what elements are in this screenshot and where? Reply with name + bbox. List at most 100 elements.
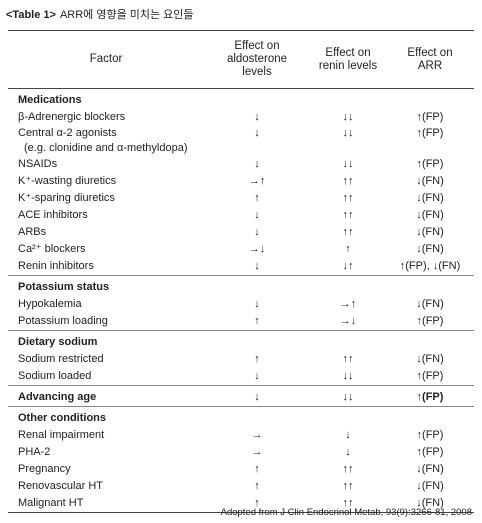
effect-cell: →	[251, 429, 263, 441]
effect-cell: ↓(FN)	[416, 192, 444, 204]
section-row: Dietary sodium	[8, 330, 474, 351]
empty-cell	[386, 330, 474, 351]
effect-cell: ↓(FN)	[416, 353, 444, 365]
section-name: Medications	[18, 94, 82, 106]
effect-cell: ↑	[254, 353, 260, 365]
empty-cell	[386, 89, 474, 110]
factor: Sodium loaded	[18, 370, 92, 382]
section-name: Potassium status	[8, 275, 204, 296]
effect-cell: →↓	[339, 315, 357, 327]
effect-cell: ↑	[204, 495, 310, 513]
factor-row: ARBs ↓ ↑↑ ↓(FN)	[8, 224, 474, 241]
empty-cell	[204, 89, 310, 110]
effect-cell: ↓	[204, 385, 310, 407]
factor: ARBs	[18, 226, 47, 238]
factor-row: ACE inhibitors ↓ ↑↑ ↓(FN)	[8, 207, 474, 224]
effect-cell: ↓(FN)	[416, 298, 444, 310]
section-row: Other conditions	[8, 406, 474, 427]
factor: PHA-2	[18, 446, 51, 458]
effect-cell: ↓(FN)	[416, 226, 444, 238]
header-text: Effect on ARR	[407, 46, 453, 72]
section-row: Medications	[8, 89, 474, 110]
effect-cell: ↓	[254, 298, 260, 310]
effect-cell: →↑	[339, 298, 357, 310]
factor-row: Potassium loading ↑ →↓ ↑(FP)	[8, 313, 474, 331]
effect-cell: ↓↑	[342, 260, 354, 272]
factor-row: Ca²⁺ blockers →↓ ↑ ↓(FN)	[8, 241, 474, 258]
empty-cell	[310, 406, 386, 427]
effect-cell: ↑(FP)	[386, 385, 474, 407]
header-cell: Effect on aldosterone levels	[204, 30, 310, 89]
table-title: ARR에 영향을 미치는 요인들	[59, 9, 194, 21]
empty-cell	[310, 330, 386, 351]
empty-cell	[310, 275, 386, 296]
factor: β-Adrenergic blockers	[18, 111, 126, 123]
effect-cell: ↑	[254, 480, 260, 492]
factor-row: PHA-2 → ↓ ↑(FP)	[8, 444, 474, 461]
factor-row: Sodium loaded ↓ ↓↓ ↑(FP)	[8, 368, 474, 386]
effect-cell: ↓(FN)	[416, 175, 444, 187]
factor: Renin inhibitors	[18, 260, 94, 272]
empty-cell	[386, 406, 474, 427]
factor: Potassium loading	[18, 315, 108, 327]
section-name: Other conditions	[8, 406, 204, 427]
effect-cell: ↓(FN)	[416, 463, 444, 475]
effect-cell: ↓	[254, 209, 260, 221]
factor: K⁺-wasting diuretics	[18, 175, 117, 187]
table: Factor Effect on aldosterone levels Effect…	[8, 30, 474, 513]
effect-cell: ↓↓	[342, 158, 354, 170]
factor: Malignant HT	[8, 495, 204, 513]
empty-cell	[204, 330, 310, 351]
section-name: Advancing age	[8, 385, 204, 407]
section-row: Potassium status	[8, 275, 474, 296]
factor: ACE inhibitors	[18, 209, 88, 221]
factor: Ca²⁺ blockers	[18, 243, 86, 255]
factor-note: (e.g. clonidine and α-methyldopa)	[24, 142, 188, 154]
effect-cell: ↓	[345, 429, 351, 441]
effect-cell: ↑↑	[310, 495, 386, 513]
effect-cell: ↑↑	[342, 209, 354, 221]
effect-cell: ↓(FN)	[416, 480, 444, 492]
effect-cell: ↑(FP)	[416, 127, 444, 139]
section-name: Dietary sodium	[8, 330, 204, 351]
effect-cell: ↑↑	[342, 175, 354, 187]
empty-cell	[204, 275, 310, 296]
effect-cell: ↓	[254, 111, 260, 123]
factor-row: Renal impairment → ↓ ↑(FP)	[8, 427, 474, 444]
effect-cell: →↑	[248, 175, 266, 187]
effect-cell: ↑(FP)	[416, 315, 444, 327]
effect-cell: ↓↓	[342, 127, 354, 139]
effect-cell: ↓	[254, 370, 260, 382]
factor: Renovascular HT	[18, 480, 103, 492]
effect-cell: ↑	[345, 243, 351, 255]
effect-cell: ↓↓	[310, 385, 386, 407]
factor-row: K⁺-wasting diuretics →↑ ↑↑ ↓(FN)	[8, 173, 474, 190]
effect-cell: ↑(FP)	[416, 446, 444, 458]
effect-cell: ↓	[254, 127, 260, 139]
section-row: Advancing age ↓ ↓↓ ↑(FP)	[8, 385, 474, 407]
factor: Renal impairment	[18, 429, 105, 441]
header-text: Effect on renin levels	[318, 46, 378, 72]
factor: Central α-2 agonists (e.g. clonidine and …	[8, 126, 204, 156]
header-cell: Effect on renin levels	[310, 30, 386, 89]
effect-cell: ↑↑	[342, 480, 354, 492]
effect-cell: ↑(FP), ↓(FN)	[399, 260, 461, 272]
factor: Hypokalemia	[18, 298, 82, 310]
effect-cell: ↓	[254, 260, 260, 272]
effect-cell: ↑	[254, 192, 260, 204]
effect-cell: ↑(FP)	[416, 370, 444, 382]
effect-cell: ↓↓	[342, 370, 354, 382]
title: <Table 1> ARR에 영향을 미치는 요인들	[6, 6, 194, 22]
factor: NSAIDs	[18, 158, 58, 170]
factor-row: Sodium restricted ↑ ↑↑ ↓(FN)	[8, 351, 474, 368]
effect-cell: ↓	[254, 158, 260, 170]
effect-cell: ↑↑	[342, 353, 354, 365]
effect-cell: ↓(FN)	[416, 209, 444, 221]
empty-cell	[204, 406, 310, 427]
factor-row: Renin inhibitors ↓ ↓↑ ↑(FP), ↓(FN)	[8, 258, 474, 276]
effect-cell: ↑↑	[342, 226, 354, 238]
effect-cell: ↑(FP)	[416, 429, 444, 441]
effect-cell: ↓↓	[342, 111, 354, 123]
factor: Pregnancy	[18, 463, 71, 475]
